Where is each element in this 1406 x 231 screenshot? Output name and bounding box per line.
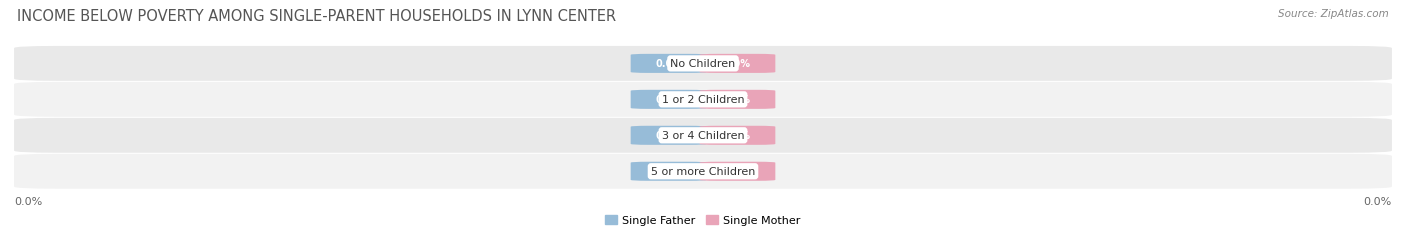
FancyBboxPatch shape	[14, 118, 1392, 153]
Legend: Single Father, Single Mother: Single Father, Single Mother	[600, 210, 806, 230]
Text: 1 or 2 Children: 1 or 2 Children	[662, 95, 744, 105]
FancyBboxPatch shape	[700, 90, 775, 109]
FancyBboxPatch shape	[700, 126, 775, 145]
FancyBboxPatch shape	[631, 126, 706, 145]
Text: INCOME BELOW POVERTY AMONG SINGLE-PARENT HOUSEHOLDS IN LYNN CENTER: INCOME BELOW POVERTY AMONG SINGLE-PARENT…	[17, 9, 616, 24]
Text: 0.0%: 0.0%	[655, 131, 682, 141]
Text: 0.0%: 0.0%	[724, 95, 751, 105]
FancyBboxPatch shape	[700, 55, 775, 74]
Text: Source: ZipAtlas.com: Source: ZipAtlas.com	[1278, 9, 1389, 19]
FancyBboxPatch shape	[631, 55, 706, 74]
Text: 0.0%: 0.0%	[655, 95, 682, 105]
Text: 0.0%: 0.0%	[724, 131, 751, 141]
FancyBboxPatch shape	[631, 162, 706, 181]
FancyBboxPatch shape	[631, 90, 706, 109]
FancyBboxPatch shape	[14, 47, 1392, 82]
Text: 0.0%: 0.0%	[14, 196, 42, 206]
Text: 5 or more Children: 5 or more Children	[651, 167, 755, 176]
FancyBboxPatch shape	[14, 82, 1392, 117]
Text: 0.0%: 0.0%	[1364, 196, 1392, 206]
Text: 3 or 4 Children: 3 or 4 Children	[662, 131, 744, 141]
FancyBboxPatch shape	[700, 162, 775, 181]
Text: 0.0%: 0.0%	[724, 59, 751, 69]
Text: No Children: No Children	[671, 59, 735, 69]
Text: 0.0%: 0.0%	[724, 167, 751, 176]
FancyBboxPatch shape	[14, 154, 1392, 189]
Text: 0.0%: 0.0%	[655, 167, 682, 176]
Text: 0.0%: 0.0%	[655, 59, 682, 69]
